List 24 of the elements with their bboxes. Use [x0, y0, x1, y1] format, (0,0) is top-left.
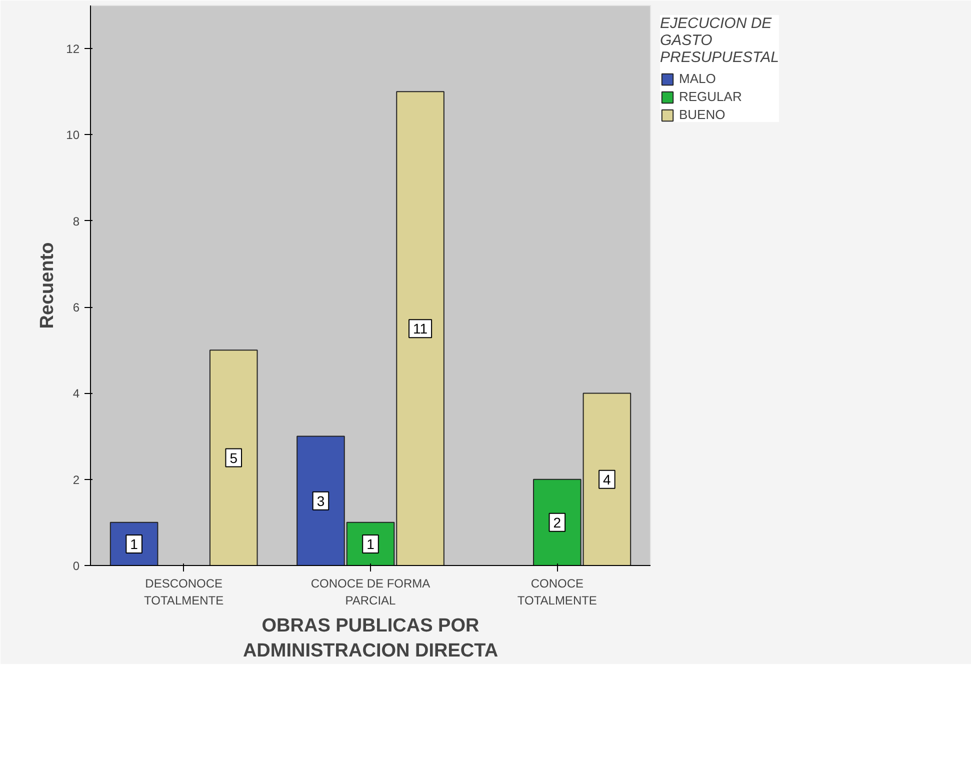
data-label: 3 [316, 492, 325, 509]
legend-label: MALO [679, 71, 716, 86]
x-tick-label: DESCONOCE TOTALMENTE [144, 576, 224, 608]
y-tick-label: 10 [66, 128, 80, 142]
legend-title: EJECUCION DE GASTO PRESUPUESTAL [660, 15, 779, 66]
data-label: 4 [603, 471, 612, 488]
x-tick-label: CONOCE DE FORMA PARCIAL [310, 576, 430, 608]
x-axis-title: OBRAS PUBLICAS POR ADMINISTRACION DIRECTA [242, 615, 498, 662]
data-label: 5 [230, 450, 238, 466]
y-tick-label: 2 [72, 472, 80, 487]
x-tick-label: CONOCE TOTALMENTE [517, 576, 597, 608]
y-tick-label: 8 [72, 214, 80, 228]
data-label: 1 [130, 536, 138, 552]
data-label: 2 [553, 514, 562, 530]
y-axis-title: Recuento [37, 242, 58, 329]
legend-label: REGULAR [679, 89, 742, 104]
y-tick-label: 4 [72, 386, 80, 401]
y-tick-label: 6 [72, 300, 80, 315]
data-label: 1 [366, 536, 375, 552]
bar [209, 350, 258, 566]
y-tick-label: 12 [66, 42, 80, 56]
y-tick-label: 0 [72, 559, 80, 573]
data-label: 11 [413, 320, 428, 337]
legend-label: BUENO [679, 107, 726, 122]
